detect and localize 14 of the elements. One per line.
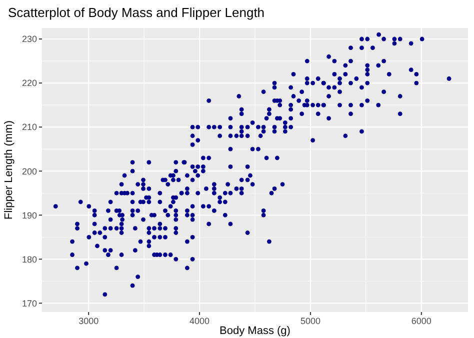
- chart-title: Scatterplot of Body Mass and Flipper Length: [8, 5, 265, 20]
- x-tick-label: 3000: [78, 316, 99, 326]
- y-tick-label: 210: [22, 122, 37, 132]
- x-tick-label: 6000: [411, 316, 432, 326]
- y-tick-label: 220: [22, 78, 37, 88]
- y-tick-label: 170: [22, 298, 37, 308]
- y-tick-label: 180: [22, 254, 37, 264]
- x-tick-label: 5000: [300, 316, 320, 326]
- y-axis-title: Flipper Length (mm): [3, 120, 15, 220]
- x-tick-label: 4000: [190, 316, 210, 326]
- y-tick-label: 230: [22, 34, 37, 44]
- y-tick-label: 200: [22, 166, 37, 176]
- y-tick-label: 190: [22, 210, 37, 220]
- x-axis-title: Body Mass (g): [220, 325, 290, 337]
